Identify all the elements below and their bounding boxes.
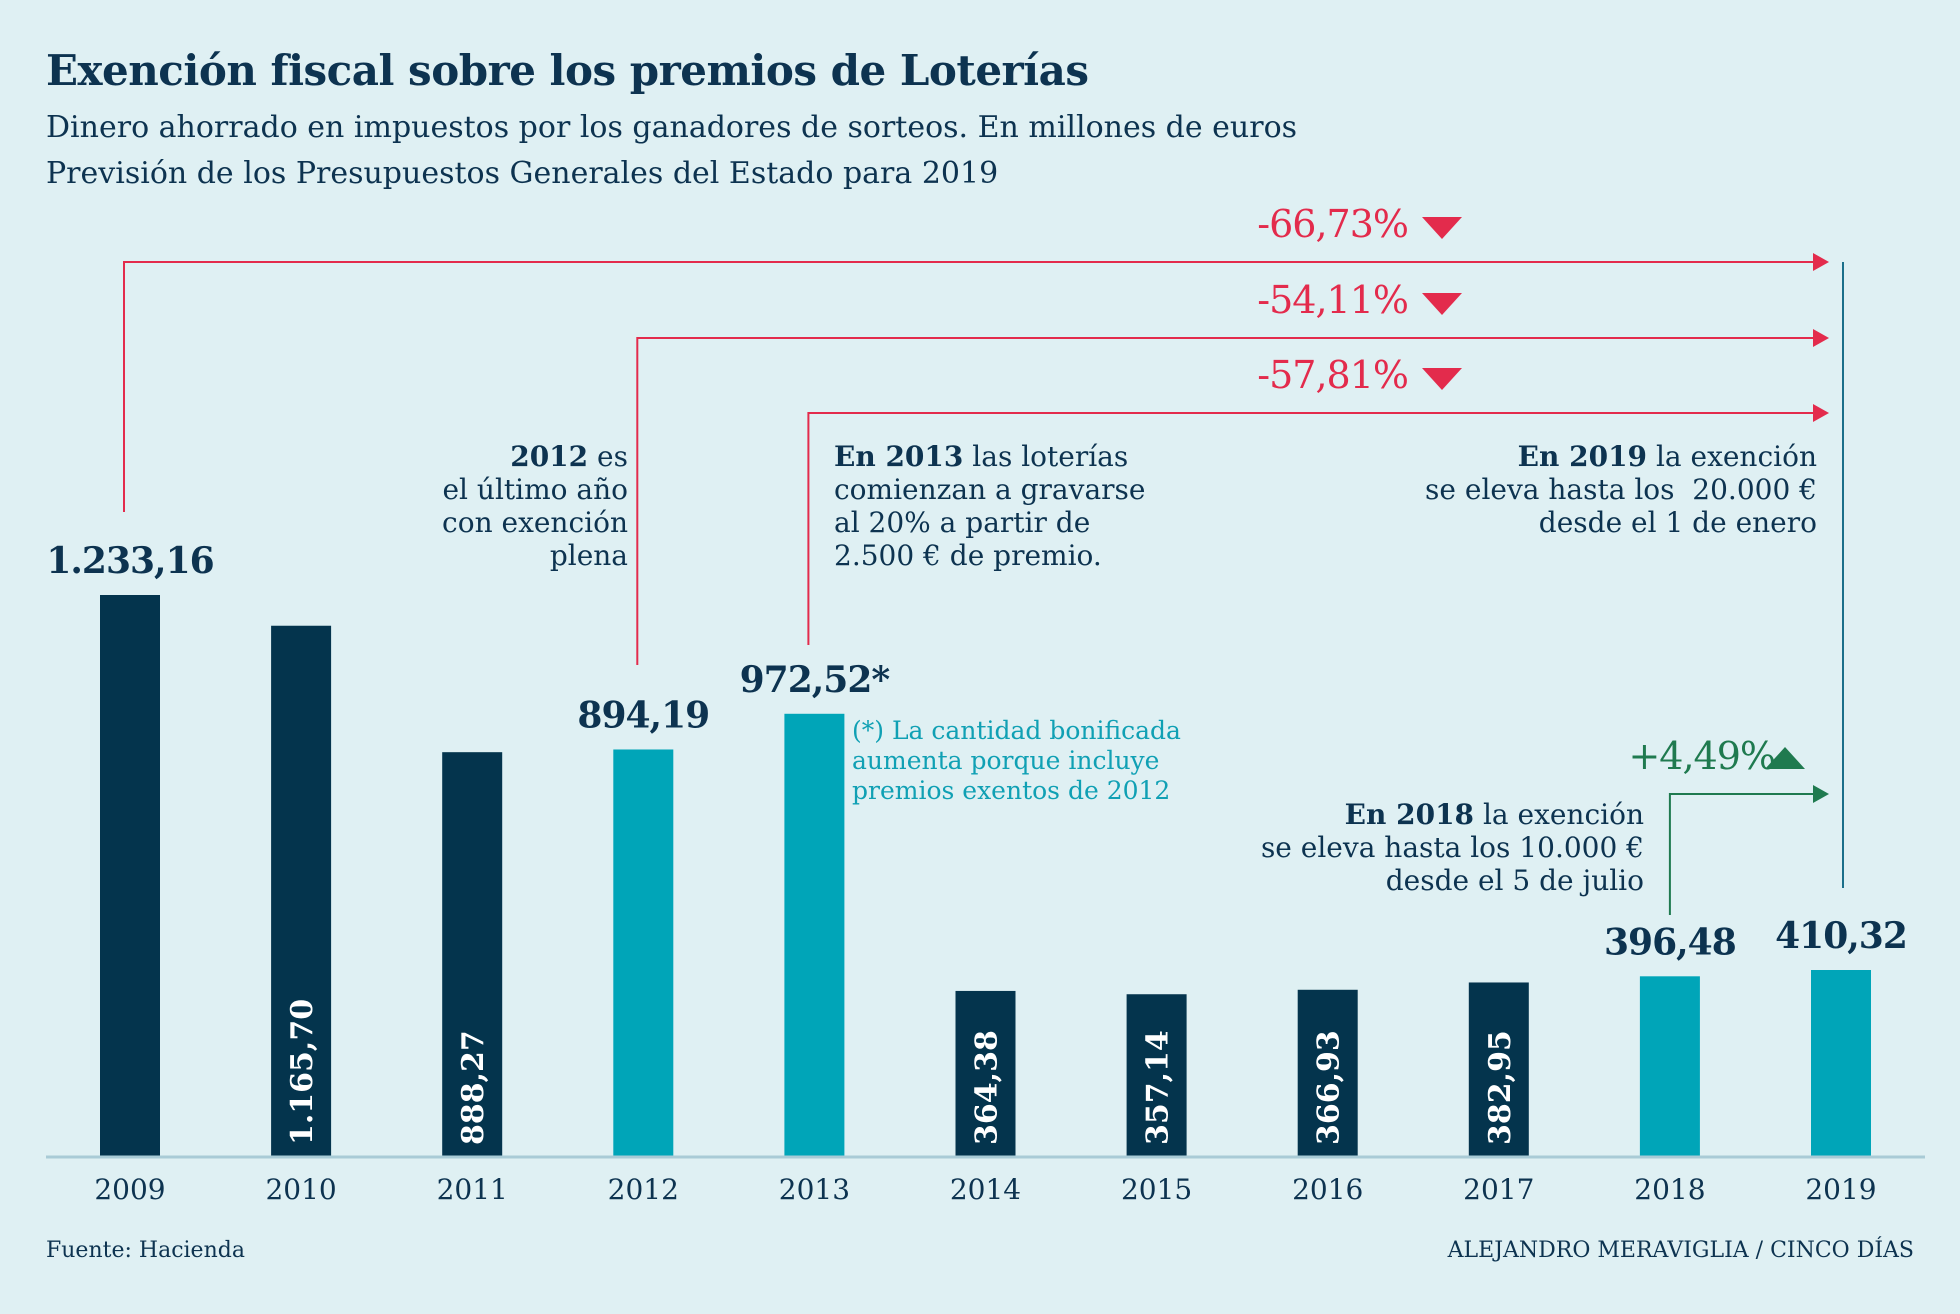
annotation-2019-line: desde el 1 de enero	[1538, 506, 1817, 539]
annotation-2013-text: las loterías	[963, 440, 1129, 473]
footnote-line: premios exentos de 2012	[852, 776, 1171, 805]
bar-value-label: 410,32	[1775, 915, 1907, 957]
x-tick-label: 2014	[950, 1173, 1021, 1206]
x-axis-labels: 2009 2010 2011 2012 2013 2014 2015 2016 2017 2018…	[94, 1173, 1876, 1206]
annotation-2019-text: la exención	[1647, 440, 1817, 473]
annotation-2012: 2012 es el último año con exención plena	[442, 440, 628, 572]
triangle-down-icon	[1422, 368, 1462, 390]
x-tick-label: 2011	[437, 1173, 508, 1206]
annotation-2018-bold: En 2018	[1344, 798, 1475, 831]
triangle-down-icon	[1422, 293, 1462, 315]
bar-2014	[955, 990, 1016, 1157]
change-connector-2012	[636, 337, 1815, 665]
annotation-2018-line: se eleva hasta los 10.000 €	[1260, 831, 1644, 864]
arrow-right-icon	[1813, 253, 1829, 271]
bar-2019	[1811, 970, 1871, 1157]
change-connector-2018	[1668, 793, 1815, 915]
x-tick-label: 2016	[1292, 1173, 1363, 1206]
x-tick-label: 2019	[1805, 1173, 1876, 1206]
bar-value-label: 894,19	[577, 694, 709, 736]
change-label-2018: +4,49%	[1628, 734, 1776, 778]
bar-2015	[1126, 994, 1187, 1157]
change-connector-2013	[807, 412, 1815, 645]
annotation-2012-text: es	[588, 440, 628, 473]
bar-2009	[100, 595, 160, 1157]
annotation-2019-line: se eleva hasta los 20.000 €	[1425, 473, 1817, 506]
x-tick-label: 2015	[1121, 1173, 1192, 1206]
source-note: Fuente: Hacienda	[46, 1238, 245, 1263]
arrow-right-icon	[1813, 785, 1829, 803]
annotation-2013-line: comienzan a gravarse	[834, 473, 1146, 506]
annotation-2018-line: desde el 5 de julio	[1385, 864, 1644, 897]
bar-value-label: 972,52*	[740, 659, 891, 701]
annotation-2018-text: la exención	[1474, 798, 1644, 831]
bar-2016	[1297, 989, 1358, 1157]
bar-value-label: 888,27	[456, 1030, 491, 1145]
arrow-right-icon	[1813, 329, 1829, 347]
annotation-2013-line: al 20% a partir de	[834, 506, 1091, 539]
footnote-2013: (*) La cantidad bonificada aumenta porqu…	[852, 716, 1181, 806]
bar-value-label: 366,93	[1312, 1030, 1347, 1145]
chart-subtitle: Dinero ahorrado en impuestos por los gan…	[46, 110, 1298, 145]
bars: 1.233,16 1.165,70 888,27 894,19 972,52* 364,3…	[46, 540, 1908, 1157]
x-tick-label: 2017	[1463, 1173, 1534, 1206]
change-connector-2009	[123, 261, 1815, 512]
bar-2017	[1468, 982, 1529, 1157]
arrow-right-icon	[1813, 404, 1829, 422]
annotation-2013: En 2013 las loterías comienzan a gravars…	[834, 440, 1145, 572]
bar-2010	[271, 625, 332, 1157]
annotation-2013-line: 2.500 € de premio.	[834, 539, 1102, 572]
change-label-2012: -54,11%	[1257, 278, 1409, 322]
x-tick-label: 2010	[265, 1173, 336, 1206]
x-tick-label: 2009	[94, 1173, 165, 1206]
annotation-2012-line: el último año	[442, 473, 628, 506]
x-tick-label: 2013	[779, 1173, 850, 1206]
bar-2011	[442, 752, 503, 1157]
x-tick-label: 2018	[1634, 1173, 1705, 1206]
triangle-up-icon	[1765, 747, 1805, 769]
bar-2012	[613, 749, 674, 1157]
annotation-2019-bold: En 2019	[1517, 440, 1648, 473]
bar-value-label: 396,48	[1604, 921, 1736, 963]
change-connectors	[123, 217, 1844, 915]
bar-value-label: 364,38	[970, 1030, 1005, 1145]
chart-subtitle-2: Previsión de los Presupuestos Generales …	[46, 156, 999, 191]
bar-value-label: 1.233,16	[46, 540, 213, 582]
annotation-2012-line: con exención	[442, 506, 628, 539]
triangle-down-icon	[1422, 217, 1462, 239]
bar-2018	[1639, 976, 1700, 1157]
bar-value-label: 382,95	[1483, 1030, 1518, 1145]
footnote-line: aumenta porque incluye	[852, 746, 1160, 775]
author-credit: ALEJANDRO MERAVIGLIA / CINCO DÍAS	[1447, 1238, 1914, 1263]
change-label-2013: -57,81%	[1257, 353, 1409, 397]
annotation-2013-bold: En 2013	[834, 440, 964, 473]
footnote-line: (*) La cantidad bonificada	[852, 716, 1181, 745]
x-tick-label: 2012	[608, 1173, 679, 1206]
change-label-2009: -66,73%	[1257, 202, 1409, 246]
bar-value-label: 357,14	[1141, 1030, 1176, 1145]
annotation-2018: En 2018 la exención se eleva hasta los 1…	[1261, 798, 1644, 897]
annotation-2012-bold: 2012	[510, 440, 589, 473]
annotation-2019: En 2019 la exención se eleva hasta los 2…	[1425, 440, 1817, 539]
annotation-2012-line: plena	[549, 539, 628, 572]
chart-title: Exención fiscal sobre los premios de Lot…	[46, 46, 1089, 95]
bar-2013	[784, 713, 845, 1157]
bar-value-label: 1.165,70	[285, 999, 320, 1145]
